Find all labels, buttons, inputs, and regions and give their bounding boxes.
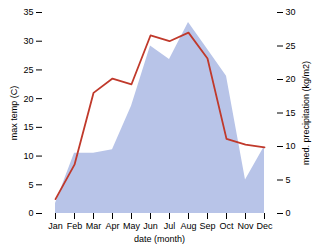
svg-text:May: May [123, 221, 141, 231]
svg-text:Jul: Jul [164, 221, 176, 231]
svg-text:Sep: Sep [199, 221, 215, 231]
svg-text:0: 0 [28, 208, 33, 218]
svg-text:Jun: Jun [143, 221, 158, 231]
svg-text:20: 20 [23, 94, 33, 104]
svg-text:25: 25 [23, 65, 33, 75]
svg-text:35: 35 [23, 7, 33, 17]
svg-text:20: 20 [286, 74, 296, 84]
svg-text:med. precipitation (kg/m2): med. precipitation (kg/m2) [301, 61, 311, 165]
svg-text:Mar: Mar [86, 221, 102, 231]
svg-text:30: 30 [23, 36, 33, 46]
svg-text:Jan: Jan [48, 221, 63, 231]
svg-text:Aug: Aug [180, 221, 196, 231]
svg-text:10: 10 [23, 151, 33, 161]
svg-text:15: 15 [286, 108, 296, 118]
svg-text:15: 15 [23, 122, 33, 132]
svg-text:0: 0 [286, 208, 291, 218]
svg-text:Feb: Feb [67, 221, 83, 231]
svg-text:max temp (C): max temp (C) [9, 86, 19, 141]
svg-text:5: 5 [28, 180, 33, 190]
svg-text:25: 25 [286, 41, 296, 51]
svg-text:Oct: Oct [219, 221, 234, 231]
svg-text:date (month): date (month) [134, 234, 185, 244]
svg-text:10: 10 [286, 141, 296, 151]
svg-text:Dec: Dec [256, 221, 273, 231]
svg-text:Apr: Apr [105, 221, 119, 231]
svg-text:30: 30 [286, 7, 296, 17]
svg-text:5: 5 [286, 175, 291, 185]
svg-text:Nov: Nov [237, 221, 254, 231]
